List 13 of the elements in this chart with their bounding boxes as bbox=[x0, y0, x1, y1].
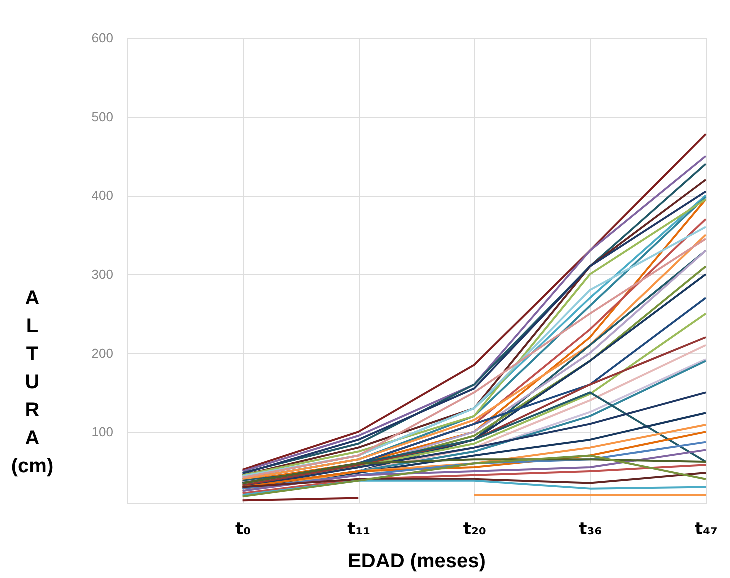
x-tick-label: t₃₆ bbox=[579, 520, 602, 540]
y-axis-title: ALTURA (cm) bbox=[11, 288, 54, 478]
y-tick-label: 300 bbox=[92, 266, 114, 282]
y-tick-label: 400 bbox=[92, 188, 114, 204]
x-tick-label: t₄₇ bbox=[694, 520, 718, 540]
y-tick-label: 100 bbox=[92, 424, 114, 440]
y-tick-label: 600 bbox=[92, 30, 114, 46]
y-tick-label: 200 bbox=[92, 346, 114, 361]
x-tick-label: t₁₁ bbox=[348, 520, 371, 540]
x-tick-label: t₂₀ bbox=[463, 520, 486, 540]
x-tick-label: t₀ bbox=[236, 520, 252, 540]
y-tick-label: 500 bbox=[92, 109, 114, 124]
x-axis-title: EDAD (meses) bbox=[348, 550, 486, 572]
